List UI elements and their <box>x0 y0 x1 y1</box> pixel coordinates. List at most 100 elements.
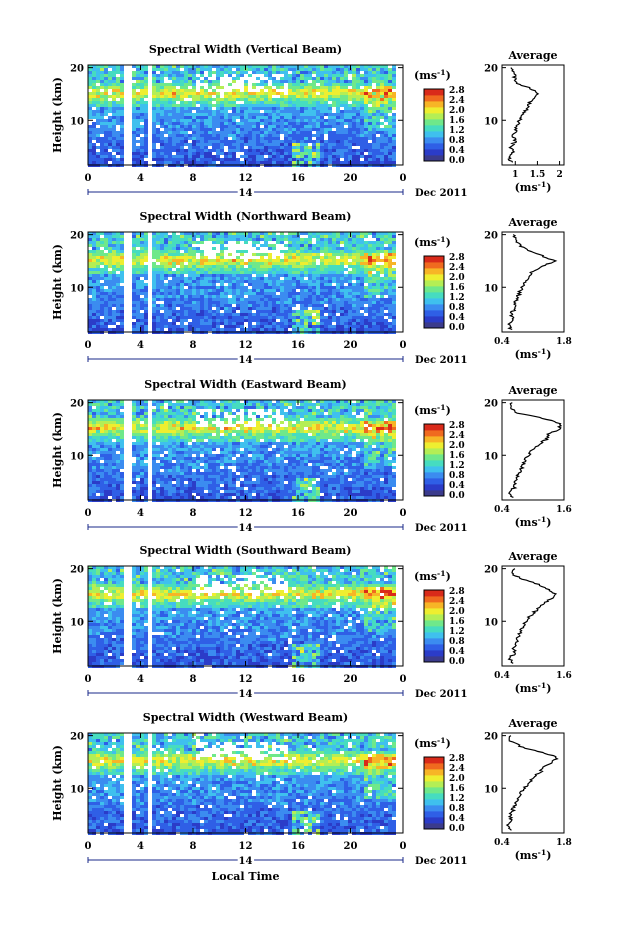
heatmap-cell <box>348 304 352 307</box>
heatmap-cell <box>356 86 360 89</box>
heatmap-cell <box>376 74 380 77</box>
heatmap-cell <box>376 271 380 274</box>
heatmap-cell <box>192 274 196 277</box>
heatmap-cell <box>292 155 296 158</box>
heatmap-cell <box>384 110 388 113</box>
heatmap-cell <box>276 83 280 86</box>
heatmap-cell <box>264 122 268 125</box>
heatmap-cell <box>180 89 184 92</box>
heatmap-cell <box>388 325 392 328</box>
heatmap-cell <box>388 77 392 80</box>
heatmap-cell <box>108 83 112 86</box>
heatmap-cell <box>284 113 288 116</box>
heatmap-cell <box>240 307 244 310</box>
heatmap-cell <box>332 292 336 295</box>
heatmap-cell <box>344 89 348 92</box>
heatmap-cell <box>104 415 108 418</box>
heatmap-cell <box>296 244 300 247</box>
heatmap-cell <box>108 322 112 325</box>
heatmap-cell <box>352 274 356 277</box>
heatmap-cell <box>220 316 224 319</box>
heatmap-cell <box>228 83 232 86</box>
heatmap-cell <box>360 256 364 259</box>
heatmap-cell <box>324 259 328 262</box>
heatmap-cell <box>336 152 340 155</box>
heatmap-cell <box>232 161 236 164</box>
heatmap-cell <box>136 307 140 310</box>
heatmap-cell <box>212 122 216 125</box>
heatmap-cell <box>156 304 160 307</box>
heatmap-cell <box>180 95 184 98</box>
heatmap-cell <box>176 283 180 286</box>
heatmap-cell <box>356 322 360 325</box>
heatmap-cell <box>352 125 356 128</box>
heatmap-cell <box>104 493 108 496</box>
heatmap-cell <box>272 152 276 155</box>
heatmap-cell <box>204 119 208 122</box>
heatmap-cell <box>112 304 116 307</box>
heatmap-cell <box>88 107 92 110</box>
heatmap-cell <box>336 149 340 152</box>
heatmap-cell <box>276 137 280 140</box>
heatmap-cell <box>300 77 304 80</box>
heatmap-cell <box>104 439 108 442</box>
heatmap-cell <box>108 125 112 128</box>
heatmap-cell <box>336 298 340 301</box>
heatmap-cell <box>156 104 160 107</box>
heatmap-cell <box>260 325 264 328</box>
heatmap-cell <box>136 92 140 95</box>
heatmap-cell <box>236 316 240 319</box>
heatmap-cell <box>328 143 332 146</box>
heatmap-cell <box>320 247 324 250</box>
heatmap-cell <box>92 433 96 436</box>
heatmap-cell <box>172 325 176 328</box>
heatmap-cell <box>104 77 108 80</box>
heatmap-cell <box>260 149 264 152</box>
heatmap-cell <box>360 152 364 155</box>
heatmap-cell <box>220 268 224 271</box>
heatmap-cell <box>100 107 104 110</box>
heatmap-cell <box>164 283 168 286</box>
heatmap-cell <box>156 131 160 134</box>
heatmap-cell <box>224 68 228 71</box>
heatmap-cell <box>256 280 260 283</box>
heatmap-cell <box>192 250 196 253</box>
heatmap-cell <box>228 328 232 331</box>
heatmap-cell <box>324 319 328 322</box>
heatmap-cell <box>176 107 180 110</box>
heatmap-cell <box>316 307 320 310</box>
heatmap-cell <box>96 256 100 259</box>
day-label: 14 <box>239 188 253 199</box>
heatmap-cell <box>156 89 160 92</box>
heatmap-cell <box>304 304 308 307</box>
heatmap-cell <box>144 325 148 328</box>
heatmap-cell <box>252 289 256 292</box>
heatmap-cell <box>340 125 344 128</box>
heatmap-cell <box>328 286 332 289</box>
x-tick-label: 4 <box>137 340 144 351</box>
heatmap-cell <box>224 71 228 74</box>
date-label: Dec 2011 <box>415 188 467 199</box>
heatmap-cell <box>184 65 188 68</box>
heatmap-cell <box>160 152 164 155</box>
heatmap-cell <box>336 253 340 256</box>
heatmap-cell <box>288 113 292 116</box>
heatmap-cell <box>144 289 148 292</box>
heatmap-cell <box>112 104 116 107</box>
heatmap-cell <box>184 295 188 298</box>
heatmap-cell <box>284 280 288 283</box>
heatmap-cell <box>352 152 356 155</box>
heatmap-cell <box>112 493 116 496</box>
heatmap-cell <box>88 86 92 89</box>
heatmap-cell <box>208 152 212 155</box>
heatmap-cell <box>232 301 236 304</box>
heatmap-cell <box>356 152 360 155</box>
heatmap-cell <box>240 71 244 74</box>
heatmap-cell <box>352 310 356 313</box>
heatmap-cell <box>392 295 396 298</box>
heatmap-cell <box>332 256 336 259</box>
colorbar-tick-label: 1.2 <box>449 293 465 303</box>
heatmap-cell <box>276 307 280 310</box>
heatmap-cell <box>304 122 308 125</box>
heatmap-cell <box>276 265 280 268</box>
